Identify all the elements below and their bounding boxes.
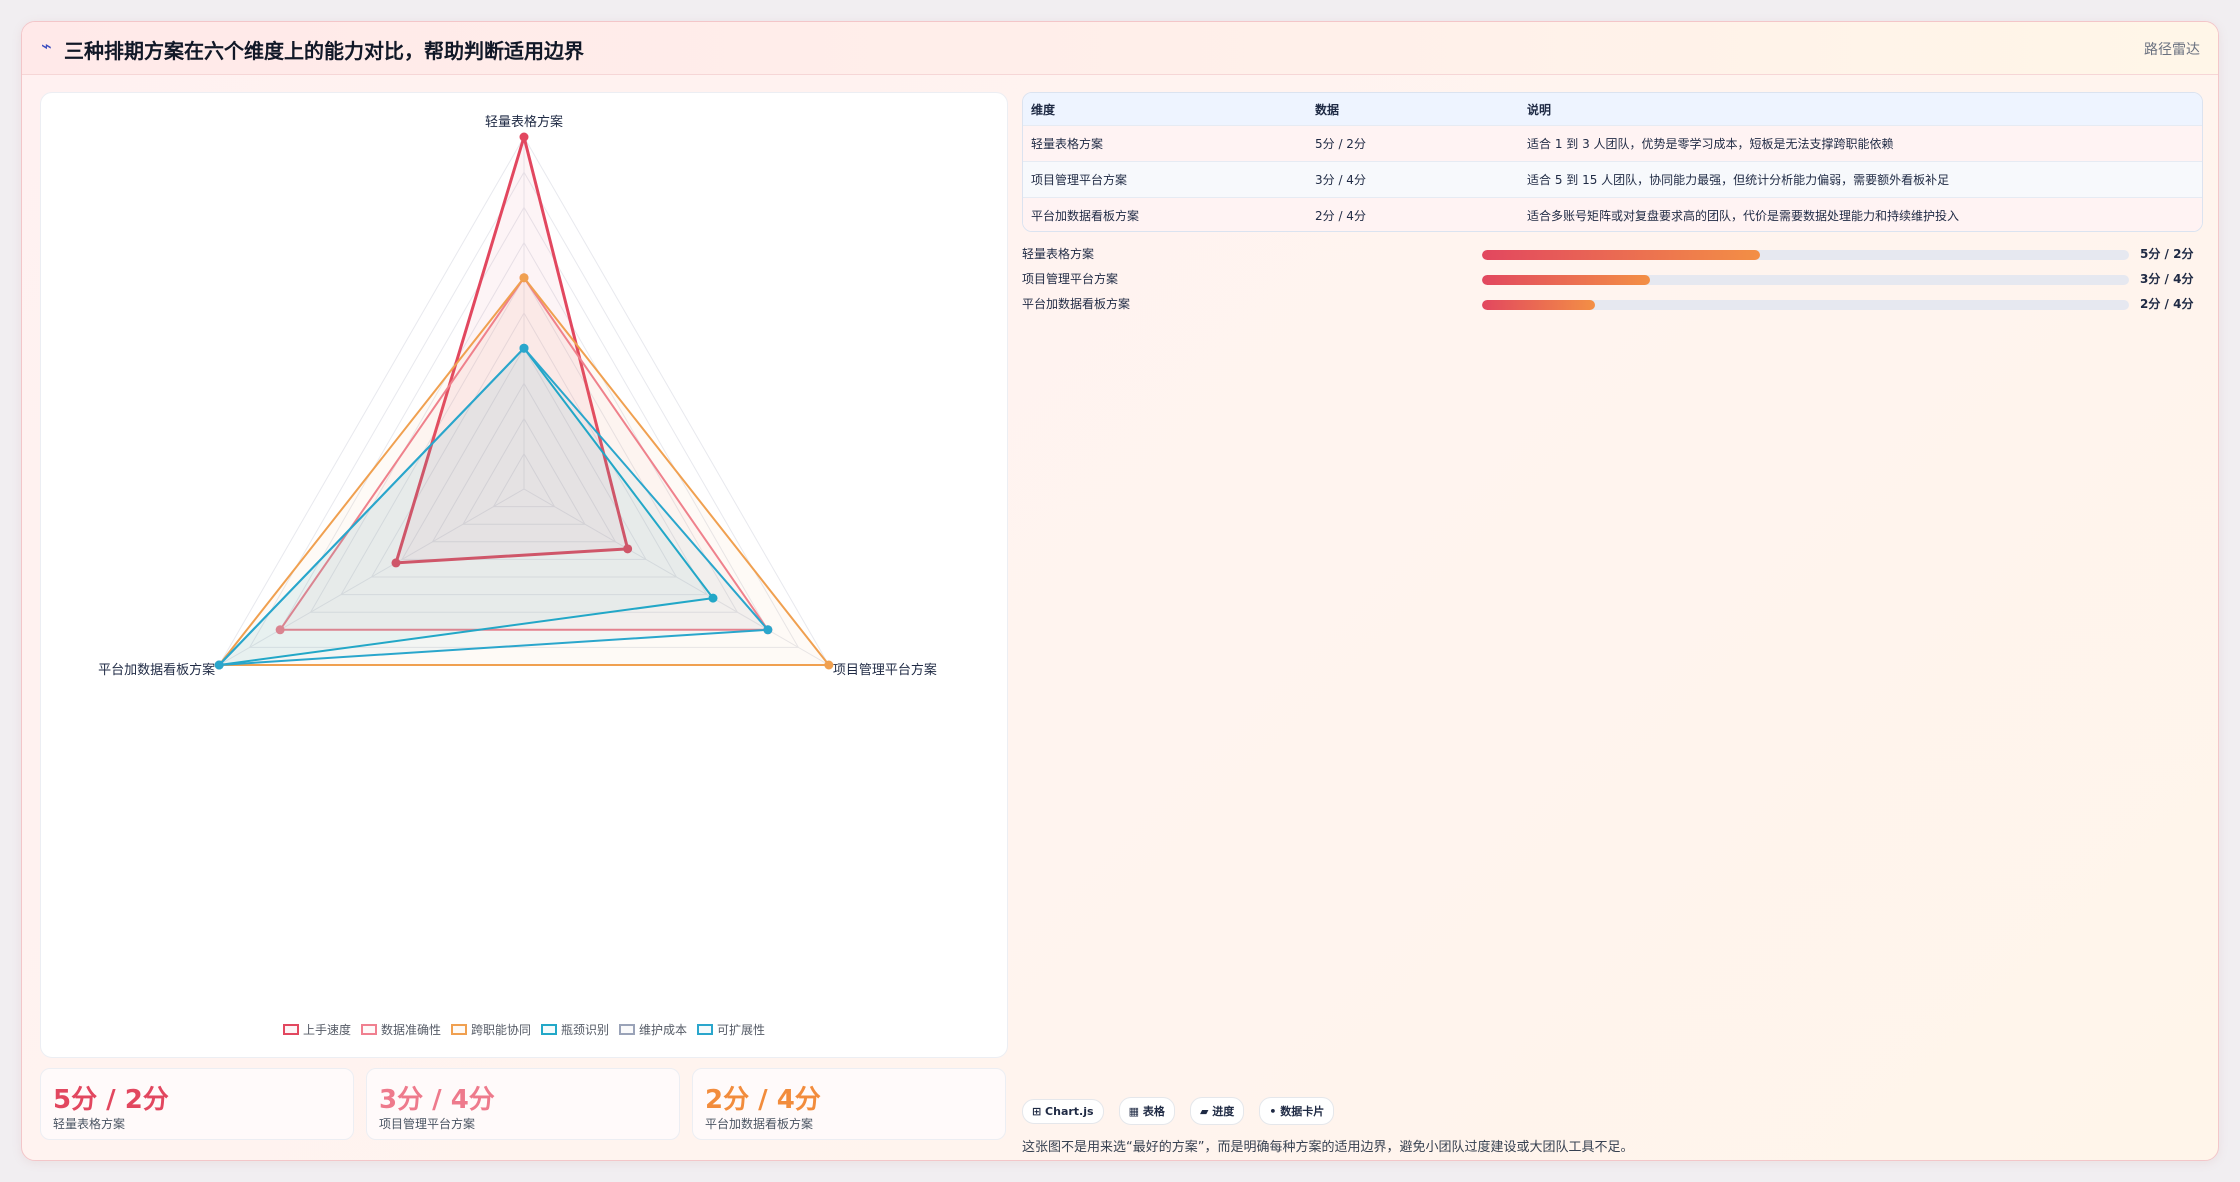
column-header-description: 说明: [1519, 93, 2202, 126]
table-cell: 适合 1 到 3 人团队，优势是零学习成本，短板是无法支撑跨职能依赖: [1519, 125, 2202, 162]
table-cell: 3分 / 4分: [1307, 161, 1519, 198]
table-cell: 适合多账号矩阵或对复盘要求高的团队，代价是需要数据处理能力和持续维护投入: [1519, 197, 2202, 231]
data-point: [623, 544, 633, 554]
data-point: [214, 660, 224, 670]
legend-item[interactable]: 维护成本: [619, 1021, 687, 1038]
chart-type-tag: 路径雷达: [2144, 42, 2200, 58]
data-point: [275, 625, 285, 635]
comparison-table: 维度 数据 说明 轻量表格方案 5分 / 2分 适合 1 到 3 人团队，优势是…: [1022, 92, 2203, 232]
stat-card-pm-platform: 3分 / 4分 项目管理平台方案: [366, 1068, 680, 1140]
axis-label: 轻量表格方案: [485, 114, 563, 130]
progress-fill: [1482, 250, 1761, 260]
stat-label: 轻量表格方案: [53, 1117, 126, 1131]
progress-fill: [1482, 275, 1651, 285]
progress-label: 项目管理平台方案: [1022, 272, 1119, 286]
data-point: [763, 625, 773, 635]
radar-spoke: [218, 488, 525, 666]
progress-track: [1482, 300, 2129, 310]
progress-value: 5分 / 2分: [2140, 247, 2194, 261]
page-title: 三种排期方案在六个维度上的能力对比，帮助判断适用边界: [64, 39, 584, 63]
legend-swatch: [541, 1024, 557, 1035]
stat-value: 3分 / 4分: [379, 1085, 495, 1115]
radar-chart-panel: 轻量表格方案项目管理平台方案 平台加数据看板方案 上手速度 数据准确性 跨职能协同 瓶颈…: [40, 92, 1008, 1058]
stat-card-platform-dashboard: 2分 / 4分 平台加数据看板方案: [692, 1068, 1006, 1140]
series-polygon: [218, 276, 830, 666]
chip-data-card: • 数据卡片: [1259, 1097, 1335, 1125]
legend-item[interactable]: 可扩展性: [697, 1021, 765, 1038]
radar-grid-ring: [401, 347, 647, 560]
chip-progress: ▰ 进度: [1189, 1097, 1245, 1125]
progress-row: 项目管理平台方案 3分 / 4分: [1022, 266, 2201, 291]
column-header-data: 数据: [1307, 93, 1519, 126]
table-row: 项目管理平台方案 3分 / 4分 适合 5 到 15 人团队，协同能力最强，但统…: [1023, 161, 2202, 198]
legend-item[interactable]: 跨职能协同: [450, 1021, 531, 1038]
legend-label: 跨职能协同: [470, 1023, 531, 1037]
table-row: 平台加数据看板方案 2分 / 4分 适合多账号矩阵或对复盘要求高的团队，代价是需…: [1023, 197, 2202, 231]
legend-swatch: [619, 1024, 636, 1035]
legend-swatch: [360, 1024, 377, 1035]
radar-grid-ring: [309, 241, 739, 613]
data-point: [519, 273, 529, 283]
table-header-row: 维度 数据 说明: [1023, 93, 2202, 126]
data-point: [391, 558, 401, 568]
progress-track: [1482, 250, 2129, 260]
progress-row: 平台加数据看板方案 2分 / 4分: [1022, 291, 2201, 316]
radar-grid-ring: [431, 382, 617, 543]
data-point: [519, 343, 529, 353]
progress-track: [1482, 275, 2129, 285]
legend-label: 瓶颈识别: [561, 1023, 610, 1037]
chip-table: ▦ 表格: [1118, 1097, 1175, 1125]
data-point: [824, 660, 834, 670]
legend-label: 可扩展性: [717, 1023, 766, 1037]
radar-logo-icon: ⌁: [41, 36, 52, 57]
legend-item[interactable]: 数据准确性: [360, 1021, 441, 1038]
table-cell: 项目管理平台方案: [1023, 161, 1307, 198]
column-header-dimension: 维度: [1023, 93, 1307, 126]
radar-grid-ring: [492, 452, 556, 508]
progress-value: 3分 / 4分: [2140, 272, 2194, 286]
legend-label: 维护成本: [639, 1023, 688, 1037]
series-polygon: [218, 347, 769, 666]
axis-label: 项目管理平台方案: [833, 662, 937, 678]
data-point: [519, 132, 529, 142]
progress-value: 2分 / 4分: [2140, 297, 2194, 311]
stat-value: 5分 / 2分: [53, 1085, 169, 1115]
legend-swatch: [697, 1024, 714, 1035]
stat-label: 项目管理平台方案: [379, 1117, 476, 1131]
legend-swatch: [282, 1024, 299, 1035]
legend-item[interactable]: 瓶颈识别: [541, 1021, 609, 1038]
data-point: [708, 593, 718, 603]
radar-spoke: [523, 488, 830, 666]
progress-bars: 轻量表格方案 5分 / 2分 项目管理平台方案 3分 / 4分 平台加数据看板方…: [1022, 241, 2201, 316]
legend-item[interactable]: 上手速度: [282, 1021, 351, 1038]
table-row: 轻量表格方案 5分 / 2分 适合 1 到 3 人团队，优势是零学习成本，短板是…: [1023, 125, 2202, 162]
footer-note: 这张图不是用来选“最好的方案”，而是明确每种方案的适用边界，避免小团队过度建设或…: [1022, 1140, 1634, 1155]
chip-chartjs: ⊞ Chart.js: [1022, 1099, 1104, 1124]
card-header: ⌁ 三种排期方案在六个维度上的能力对比，帮助判断适用边界 路径雷达: [22, 22, 2218, 75]
progress-label: 平台加数据看板方案: [1022, 297, 1131, 311]
chart-legend: 上手速度 数据准确性 跨职能协同 瓶颈识别 维护成本 可扩展性: [41, 1021, 1007, 1038]
report-card: ⌁ 三种排期方案在六个维度上的能力对比，帮助判断适用边界 路径雷达 轻量表格方案…: [21, 21, 2219, 1161]
tech-chips: ⊞ Chart.js ▦ 表格 ▰ 进度 • 数据卡片: [1022, 1097, 1344, 1125]
progress-row: 轻量表格方案 5分 / 2分: [1022, 241, 2201, 266]
stat-card-light-sheet: 5分 / 2分 轻量表格方案: [40, 1068, 354, 1140]
stat-value: 2分 / 4分: [705, 1085, 821, 1115]
table-cell: 5分 / 2分: [1307, 125, 1519, 162]
progress-fill: [1482, 300, 1596, 310]
table-cell: 平台加数据看板方案: [1023, 197, 1307, 231]
table-cell: 2分 / 4分: [1307, 197, 1519, 231]
radar-grid-ring: [248, 171, 800, 648]
legend-label: 上手速度: [302, 1023, 351, 1037]
series-polygon: [279, 276, 769, 631]
legend-label: 数据准确性: [380, 1023, 441, 1037]
table-cell: 轻量表格方案: [1023, 125, 1307, 162]
stat-label: 平台加数据看板方案: [705, 1117, 814, 1131]
progress-label: 轻量表格方案: [1022, 247, 1095, 261]
legend-swatch: [450, 1024, 467, 1035]
axis-label: 平台加数据看板方案: [98, 662, 215, 678]
radar-grid-ring: [462, 417, 586, 525]
table-cell: 适合 5 到 15 人团队，协同能力最强，但统计分析能力偏弱，需要额外看板补足: [1519, 161, 2202, 198]
